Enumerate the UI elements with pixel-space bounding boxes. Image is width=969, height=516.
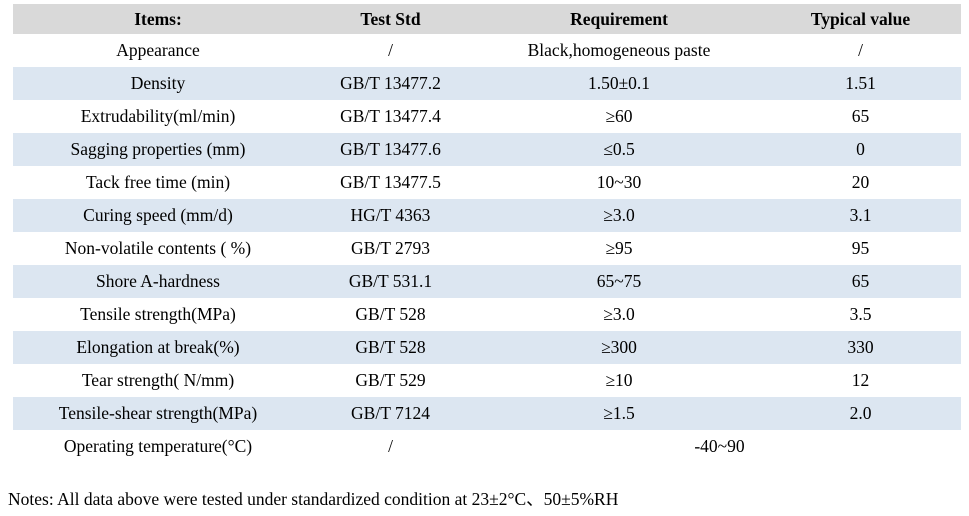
- column-header-test-std: Test Std: [303, 4, 478, 34]
- table-row: Extrudability(ml/min) GB/T 13477.4 ≥60 65: [13, 100, 961, 133]
- cell-test-std: GB/T 13477.5: [340, 172, 441, 192]
- cell-typical: 95: [851, 238, 870, 258]
- cell-test-std: GB/T 13477.2: [303, 67, 478, 100]
- cell-requirement: ≥60: [605, 106, 633, 126]
- cell-test-std: HG/T 4363: [303, 199, 478, 232]
- cell-item: Elongation at break(%): [13, 331, 303, 364]
- cell-requirement: 10~30: [596, 172, 642, 192]
- cell-typical: 1.51: [760, 67, 961, 100]
- cell-requirement: -40~90: [694, 436, 745, 456]
- cell-typical: 20: [851, 172, 870, 192]
- cell-requirement: ≥1.5: [478, 397, 760, 430]
- cell-requirement: ≥3.0: [603, 304, 635, 324]
- table-body: Appearance / Black,homogeneous paste / Densi…: [13, 34, 961, 463]
- cell-requirement: 65~75: [478, 265, 760, 298]
- notes-text: Notes: All data above were tested under …: [8, 489, 619, 509]
- table-row: Tensile strength(MPa) GB/T 528 ≥3.0 3.5: [13, 298, 961, 331]
- table-row: Tear strength( N/mm) GB/T 529 ≥10 12: [13, 364, 961, 397]
- cell-typical: 65: [851, 106, 870, 126]
- cell-test-std: GB/T 528: [303, 331, 478, 364]
- cell-requirement: ≥10: [605, 370, 633, 390]
- cell-typical: 65: [760, 265, 961, 298]
- cell-item: Shore A-hardness: [13, 265, 303, 298]
- table-row: Density GB/T 13477.2 1.50±0.1 1.51: [13, 67, 961, 100]
- cell-test-std: /: [388, 40, 393, 60]
- cell-requirement: ≥3.0: [478, 199, 760, 232]
- cell-typical: /: [858, 40, 863, 60]
- cell-requirement: ≥300: [478, 331, 760, 364]
- cell-requirement: Black,homogeneous paste: [527, 40, 711, 60]
- cell-item: Extrudability(ml/min): [80, 106, 236, 126]
- cell-typical: 330: [760, 331, 961, 364]
- cell-item: Tensile strength(MPa): [80, 304, 236, 324]
- table-row: Tack free time (min) GB/T 13477.5 10~30 20: [13, 166, 961, 199]
- cell-test-std: GB/T 7124: [303, 397, 478, 430]
- header-row: Items: Test Std Requirement Typical value: [13, 4, 961, 34]
- cell-test-std: GB/T 528: [355, 304, 426, 324]
- column-header-items: Items:: [13, 4, 303, 34]
- cell-item: Appearance: [116, 40, 200, 60]
- table-row: Non-volatile contents ( %) GB/T 2793 ≥95 95: [13, 232, 961, 265]
- column-header-requirement: Requirement: [478, 4, 760, 34]
- cell-item: Density: [13, 67, 303, 100]
- column-header-typical-value: Typical value: [760, 4, 961, 34]
- cell-item: Curing speed (mm/d): [13, 199, 303, 232]
- table-row: Operating temperature(°C) / -40~90: [13, 430, 961, 463]
- cell-requirement: 1.50±0.1: [478, 67, 760, 100]
- spec-table: Items: Test Std Requirement Typical value A…: [13, 4, 961, 463]
- table-row: Appearance / Black,homogeneous paste /: [13, 34, 961, 67]
- cell-item: Tack free time (min): [85, 172, 231, 192]
- cell-typical: 0: [760, 133, 961, 166]
- table-row: Tensile-shear strength(MPa) GB/T 7124 ≥1.5…: [13, 397, 961, 430]
- cell-test-std: GB/T 531.1: [303, 265, 478, 298]
- table-row: Sagging properties (mm) GB/T 13477.6 ≤0.5 0: [13, 133, 961, 166]
- cell-typical: 3.5: [849, 304, 872, 324]
- cell-test-std: GB/T 529: [355, 370, 426, 390]
- cell-typical: 3.1: [760, 199, 961, 232]
- cell-test-std: GB/T 2793: [351, 238, 430, 258]
- cell-item: Sagging properties (mm): [13, 133, 303, 166]
- cell-item: Operating temperature(°C): [63, 436, 253, 456]
- cell-requirement: ≥95: [605, 238, 633, 258]
- cell-typical: 12: [851, 370, 870, 390]
- table-row: Curing speed (mm/d) HG/T 4363 ≥3.0 3.1: [13, 199, 961, 232]
- table-row: Elongation at break(%) GB/T 528 ≥300 330: [13, 331, 961, 364]
- table-row: Shore A-hardness GB/T 531.1 65~75 65: [13, 265, 961, 298]
- cell-test-std: GB/T 13477.6: [303, 133, 478, 166]
- cell-typical: 2.0: [760, 397, 961, 430]
- cell-item: Tear strength( N/mm): [81, 370, 235, 390]
- cell-item: Non-volatile contents ( %): [64, 238, 252, 258]
- cell-test-std: /: [388, 436, 393, 456]
- cell-test-std: GB/T 13477.4: [340, 106, 441, 126]
- cell-requirement: ≤0.5: [478, 133, 760, 166]
- cell-item: Tensile-shear strength(MPa): [13, 397, 303, 430]
